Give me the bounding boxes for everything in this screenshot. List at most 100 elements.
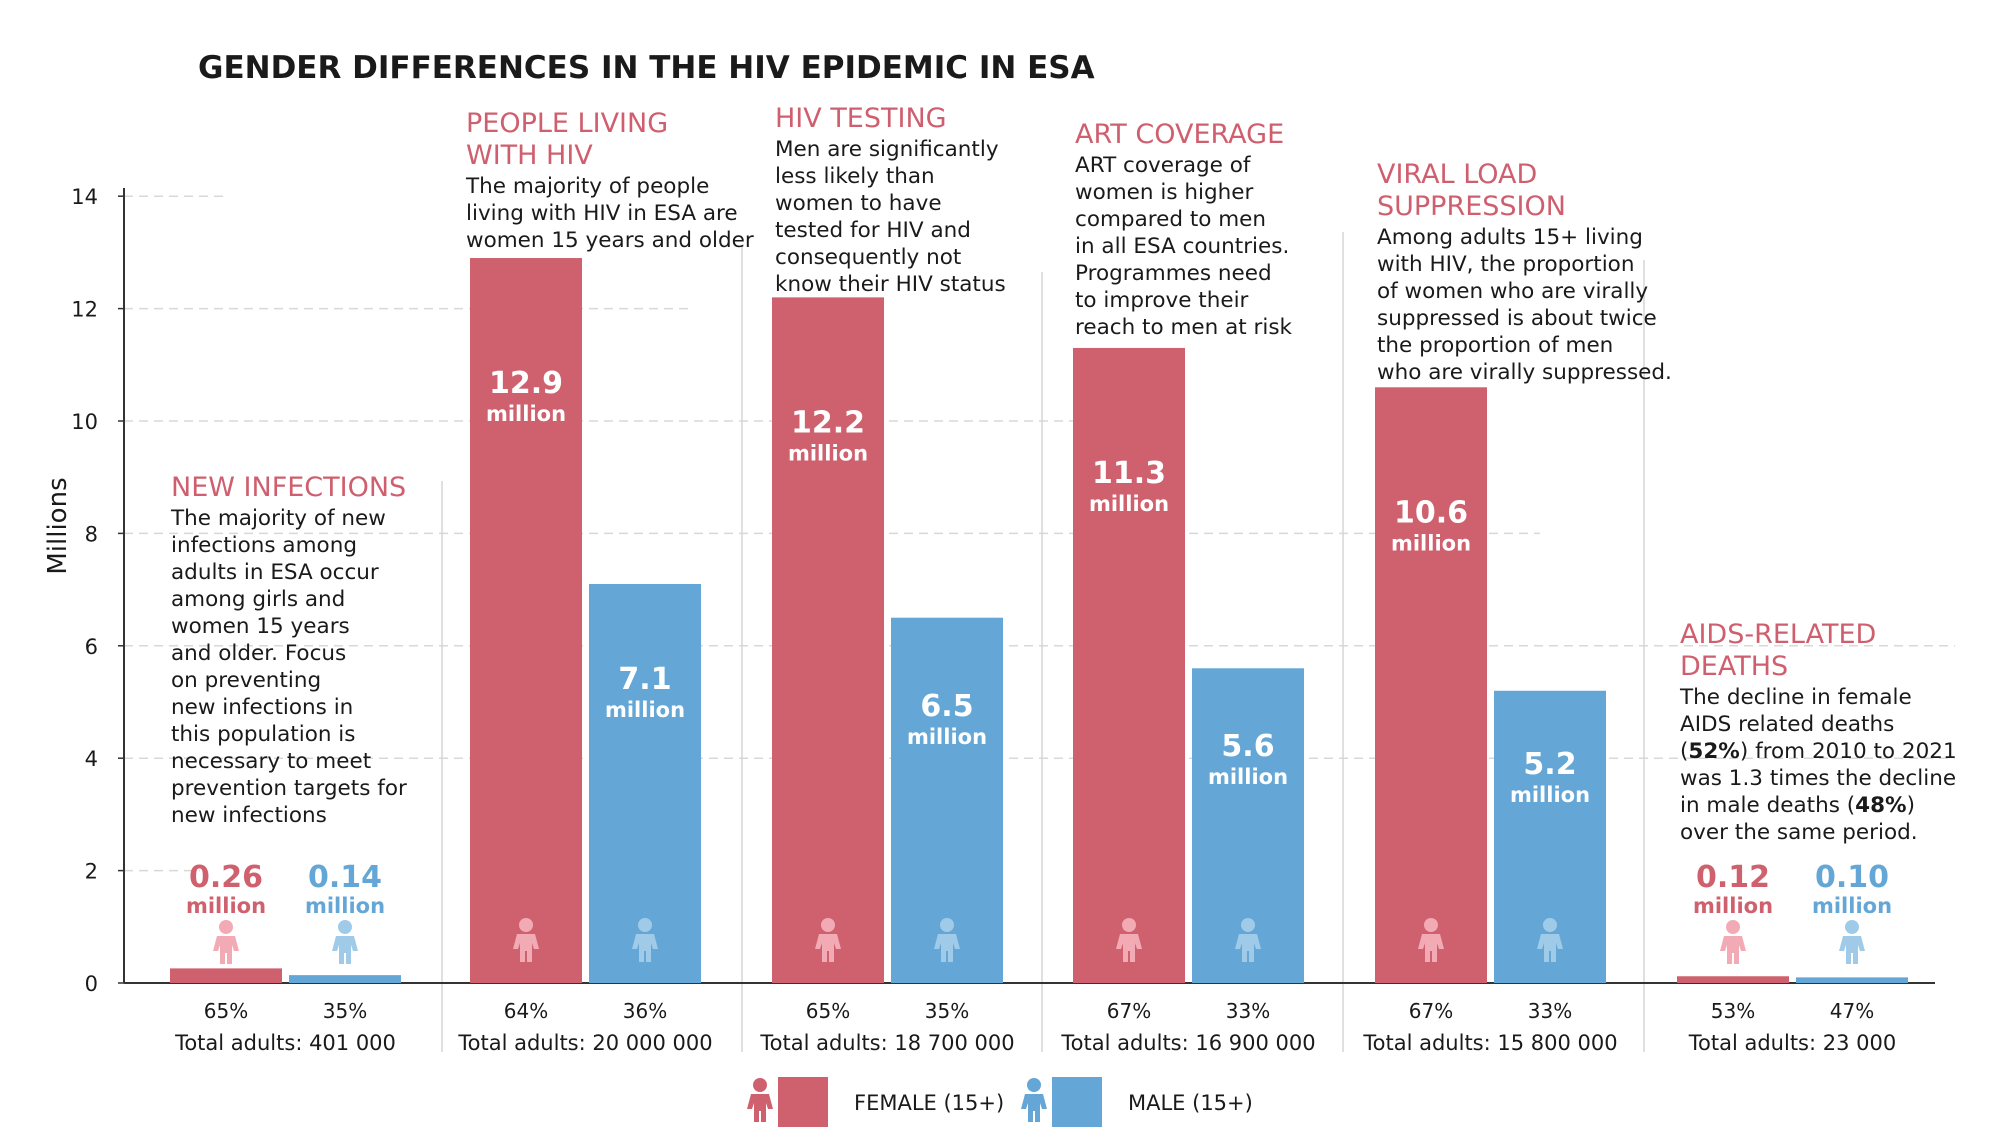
- value-unit-label: million: [605, 698, 685, 722]
- male-person-icon: [1839, 920, 1865, 964]
- bar-male-2: [589, 583, 701, 983]
- value-label-male-4: 5.6: [1221, 729, 1274, 764]
- y-tick-label: 6: [85, 635, 98, 659]
- value-label-female-4: 11.3: [1092, 456, 1166, 491]
- panel-description-5: with HIV, the proportion: [1377, 252, 1634, 277]
- panel-description-3: know their HIV status: [775, 272, 1006, 297]
- y-tick-label: 2: [85, 860, 98, 884]
- value-unit-label: million: [1812, 894, 1892, 918]
- value-label-female-6: 0.12: [1696, 860, 1770, 895]
- panel-description-4: to improve their: [1075, 288, 1249, 313]
- panel-description-1: this population is: [171, 722, 355, 747]
- female-person-icon: [513, 918, 539, 962]
- percent-female-4: 67%: [1107, 999, 1151, 1023]
- axes: 0 2 4 6 8 10 12 14 Millions: [43, 185, 1935, 996]
- panel-description-1: new infections: [171, 803, 327, 828]
- legend: FEMALE (15+) MALE (15+): [747, 1077, 1253, 1127]
- panel-description-1: infections among: [171, 533, 357, 558]
- panel-description-3: consequently not: [775, 245, 961, 270]
- panel-description-2: living with HIV in ESA are: [466, 201, 738, 226]
- legend-male-person-icon: [1021, 1078, 1047, 1122]
- value-label-male-5: 5.2: [1523, 747, 1576, 782]
- value-unit-label: million: [1208, 765, 1288, 789]
- value-unit-label: million: [788, 441, 868, 465]
- percent-male-4: 33%: [1226, 999, 1270, 1023]
- panel-description-6: AIDS related deaths: [1680, 712, 1894, 737]
- value-label-male-2: 7.1: [618, 662, 671, 697]
- chart-title: GENDER DIFFERENCES IN THE HIV EPIDEMIC I…: [198, 50, 1095, 86]
- value-unit-label: million: [486, 402, 566, 426]
- panel-description-3: tested for HIV and: [775, 218, 971, 243]
- panel-description-6: in male deaths (48%): [1680, 793, 1915, 818]
- panel-description-1: and older. Focus: [171, 641, 346, 666]
- male-person-icon: [1537, 918, 1563, 962]
- panel-title-6: DEATHS: [1680, 651, 1788, 682]
- bar-female-2: [470, 258, 582, 983]
- percent-male-5: 33%: [1528, 999, 1572, 1023]
- legend-label: MALE (15+): [1128, 1091, 1253, 1115]
- value-unit-label: million: [305, 894, 385, 918]
- legend-swatch: [1052, 1077, 1102, 1127]
- bar-male-1: [289, 975, 401, 983]
- panel-dividers: [441, 232, 1645, 1052]
- bar-female-4: [1073, 347, 1185, 983]
- panel-description-1: adults in ESA occur: [171, 560, 379, 585]
- legend-female-person-icon: [747, 1078, 773, 1122]
- male-person-icon: [934, 918, 960, 962]
- panel-title-3: HIV TESTING: [775, 103, 947, 134]
- value-unit-label: million: [186, 894, 266, 918]
- panel-title-1: NEW INFECTIONS: [171, 472, 406, 503]
- value-label-female-5: 10.6: [1394, 495, 1468, 530]
- value-unit-label: million: [1693, 894, 1773, 918]
- value-unit-label: million: [1391, 531, 1471, 555]
- panel-description-1: The majority of new: [170, 506, 386, 531]
- percent-female-6: 53%: [1711, 999, 1755, 1023]
- panel-description-4: in all ESA countries.: [1075, 234, 1289, 259]
- panel-description-1: prevention targets for: [171, 776, 407, 801]
- y-tick-label: 12: [71, 298, 98, 322]
- panel-description-3: less likely than: [775, 164, 935, 189]
- percent-female-2: 64%: [504, 999, 548, 1023]
- panel-description-2: women 15 years and older: [466, 228, 754, 253]
- panel-title-4: ART COVERAGE: [1075, 119, 1284, 150]
- value-label-male-1: 0.14: [308, 860, 382, 895]
- value-unit-label: million: [1089, 492, 1169, 516]
- female-person-icon: [815, 918, 841, 962]
- panel-description-4: Programmes need: [1075, 261, 1272, 286]
- panel-texts: GENDER DIFFERENCES IN THE HIV EPIDEMIC I…: [170, 50, 1957, 1055]
- female-person-icon: [213, 920, 239, 964]
- value-unit-label: million: [1510, 783, 1590, 807]
- panel-title-5: VIRAL LOAD: [1377, 159, 1537, 190]
- y-tick-label: 0: [85, 972, 98, 996]
- panel-title-2: PEOPLE LIVING: [466, 108, 668, 139]
- female-person-icon: [1720, 920, 1746, 964]
- bar-female-1: [170, 968, 282, 983]
- panel-description-6: was 1.3 times the decline: [1680, 766, 1956, 791]
- percent-female-5: 67%: [1409, 999, 1453, 1023]
- panel-description-6: (52%) from 2010 to 2021: [1680, 739, 1957, 764]
- bars: 0.26million65%0.14million35%12.9million6…: [170, 258, 1908, 1023]
- y-tick-label: 8: [85, 522, 98, 546]
- bar-female-3: [772, 297, 884, 983]
- panel-description-4: reach to men at risk: [1075, 315, 1293, 340]
- panel-total-4: Total adults: 16 900 000: [1060, 1031, 1315, 1055]
- percent-male-3: 35%: [925, 999, 969, 1023]
- bar-female-6: [1677, 976, 1789, 983]
- percent-female-1: 65%: [204, 999, 248, 1023]
- percent-male-1: 35%: [323, 999, 367, 1023]
- panel-description-3: Men are significantly: [775, 137, 999, 162]
- percent-female-3: 65%: [806, 999, 850, 1023]
- panel-description-1: necessary to meet: [171, 749, 371, 774]
- male-person-icon: [1235, 918, 1261, 962]
- panel-description-1: among girls and: [171, 587, 345, 612]
- panel-total-5: Total adults: 15 800 000: [1362, 1031, 1617, 1055]
- panel-description-5: Among adults 15+ living: [1377, 225, 1643, 250]
- value-label-female-2: 12.9: [489, 366, 563, 401]
- panel-description-4: compared to men: [1075, 207, 1266, 232]
- percent-male-2: 36%: [623, 999, 667, 1023]
- percent-male-6: 47%: [1830, 999, 1874, 1023]
- y-tick-label: 10: [71, 410, 98, 434]
- female-person-icon: [1418, 918, 1444, 962]
- panel-total-2: Total adults: 20 000 000: [457, 1031, 712, 1055]
